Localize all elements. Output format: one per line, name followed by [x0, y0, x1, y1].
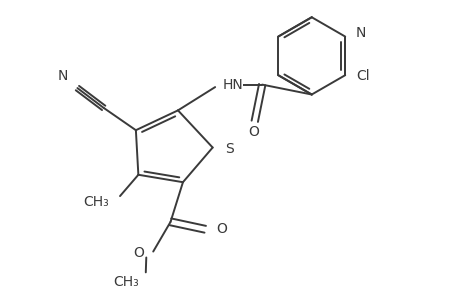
Text: HN: HN [222, 78, 243, 92]
Text: N: N [355, 26, 366, 40]
Text: CH₃: CH₃ [113, 275, 139, 289]
Text: CH₃: CH₃ [83, 195, 108, 209]
Text: O: O [248, 125, 259, 139]
Text: O: O [216, 222, 226, 236]
Text: S: S [224, 142, 233, 155]
Text: Cl: Cl [355, 69, 369, 83]
Text: O: O [133, 245, 144, 260]
Text: N: N [57, 69, 67, 83]
